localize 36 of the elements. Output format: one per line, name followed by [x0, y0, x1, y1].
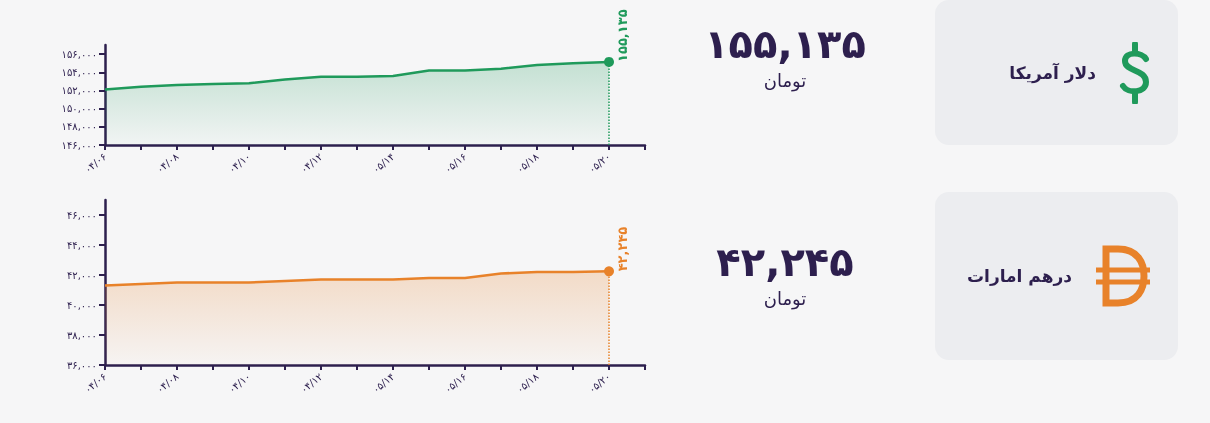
x-tick-label: ۰۴/۰۸: [154, 150, 182, 176]
y-tick-label: ۴۶,۰۰۰: [66, 209, 97, 221]
x-tick-label: ۰۴/۰۸: [154, 370, 182, 396]
y-tick-label: ۱۴۸,۰۰۰: [61, 121, 97, 133]
data-label: ۴۲,۲۴۵: [614, 226, 630, 272]
y-tick-label: ۳۸,۰۰۰: [66, 329, 97, 341]
x-tick-label: ۰۵/۱۶: [442, 370, 469, 396]
text: تومان: [762, 69, 808, 94]
x-tick-label: ۰۵/۱۶: [442, 150, 469, 176]
x-tick-label: ۰۴/۰۶: [82, 150, 109, 176]
x-tick-label: ۰۴/۱۲: [298, 370, 325, 396]
y-tick-label: ۴۴,۰۰۰: [66, 239, 97, 251]
text: درهم امارات: [967, 266, 1072, 286]
x-tick-label: ۰۵/۱۸: [514, 370, 542, 396]
data-label: ۱۵۵,۱۳۵: [614, 9, 630, 62]
y-tick-label: ۱۴۶,۰۰۰: [61, 139, 97, 151]
x-tick-label: ۰۵/۱۴: [370, 150, 397, 176]
x-tick-label: ۰۵/۱۴: [370, 370, 397, 396]
text: دلار آمریکا: [1009, 62, 1096, 83]
y-tick-label: ۴۰,۰۰۰: [66, 299, 97, 311]
x-tick-label: ۰۵/۲۰: [586, 150, 613, 176]
y-tick-label: ۱۵۰,۰۰۰: [61, 103, 97, 115]
y-tick-label: ۳۶,۰۰۰: [66, 359, 97, 371]
y-tick-label: ۱۵۴,۰۰۰: [61, 66, 97, 78]
x-tick-label: ۰۴/۱۰: [226, 150, 253, 176]
x-tick-label: ۰۴/۰۶: [82, 370, 109, 396]
x-tick-label: ۰۵/۲۰: [586, 370, 613, 396]
y-tick-label: ۴۲,۰۰۰: [66, 269, 97, 281]
x-tick-label: ۰۵/۱۸: [514, 150, 542, 176]
y-tick-label: ۱۵۶,۰۰۰: [61, 48, 97, 60]
text: ۱۵۵,۱۳۵: [703, 20, 867, 68]
x-tick-label: ۰۴/۱۲: [298, 150, 325, 176]
text: تومان: [762, 287, 808, 312]
text: ۴۲,۲۴۵: [715, 238, 855, 286]
x-tick-label: ۰۴/۱۰: [226, 370, 253, 396]
y-tick-label: ۱۵۲,۰۰۰: [61, 84, 97, 96]
